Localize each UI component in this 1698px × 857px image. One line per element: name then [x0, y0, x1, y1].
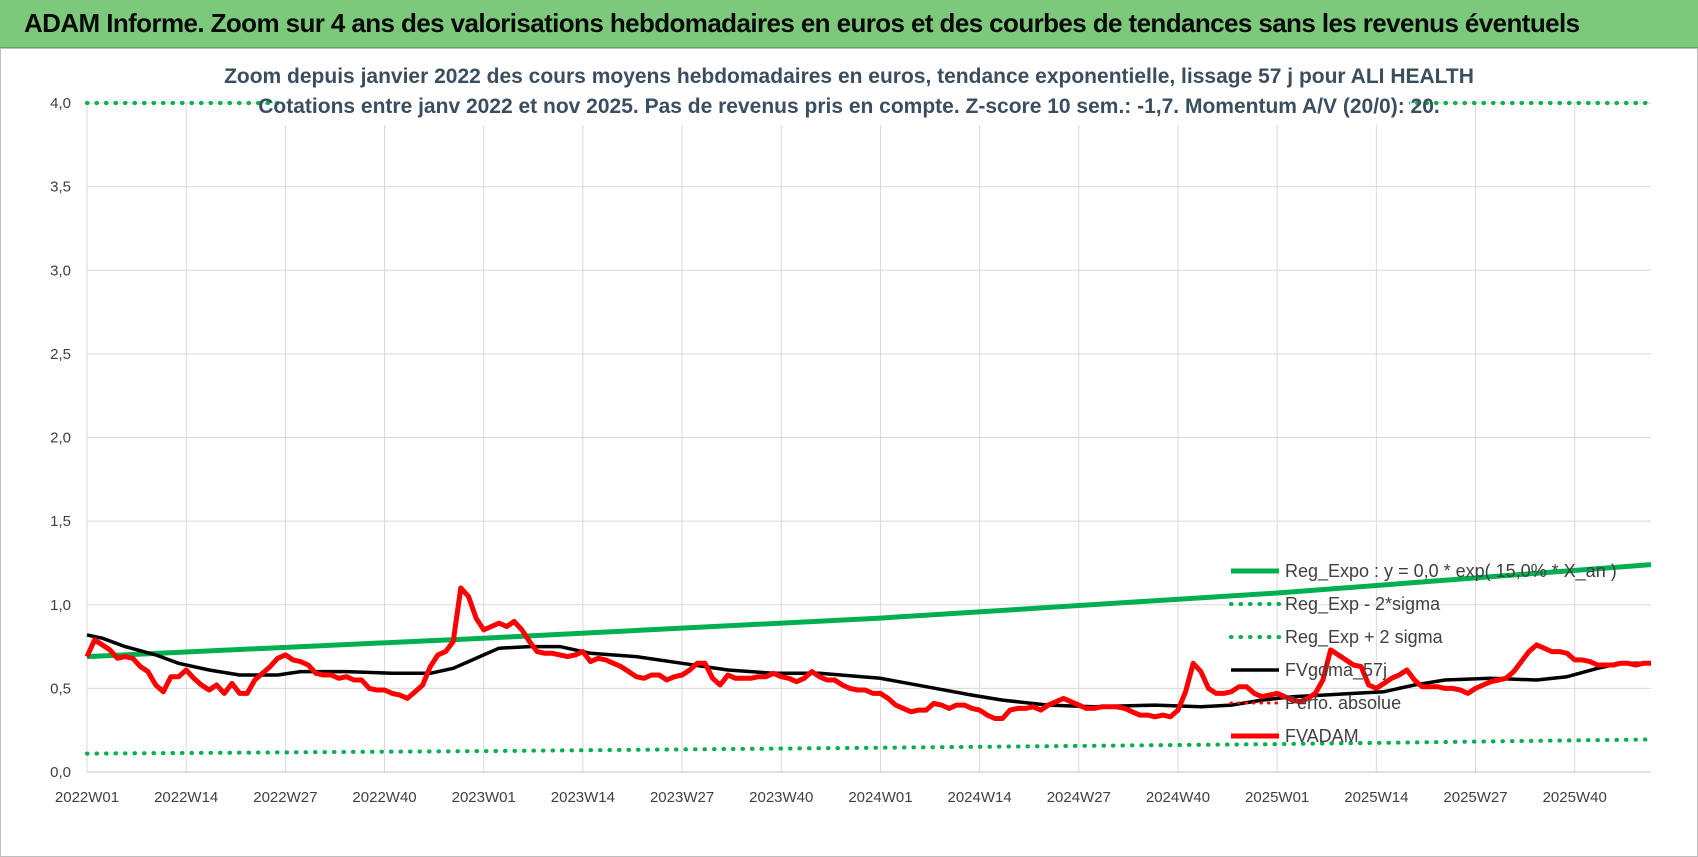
series-line-solid-green: [86, 562, 1652, 660]
legend-entry: Reg_Exp - 2*sigma: [1285, 594, 1441, 615]
x-tick-label: 2025W40: [1543, 789, 1607, 806]
y-tick-label: 1,5: [50, 513, 71, 530]
report-title: ADAM Informe. Zoom sur 4 ans des valoris…: [24, 8, 1580, 38]
x-tick-label: 2025W27: [1443, 789, 1507, 806]
x-tick-label: 2023W27: [650, 789, 714, 806]
x-tick-label: 2022W40: [352, 789, 416, 806]
x-tick-label: 2024W14: [948, 789, 1012, 806]
y-tick-label: 4,0: [50, 95, 71, 112]
y-tick-label: 3,5: [50, 179, 71, 196]
report-banner: ADAM Informe. Zoom sur 4 ans des valoris…: [0, 0, 1698, 48]
x-tick-label: 2023W14: [551, 789, 615, 806]
legend-entry: FVgdma_57j: [1285, 660, 1387, 681]
line-chart: 0,00,51,01,52,02,53,03,54,0 2022W01 2022W…: [50, 59, 1653, 806]
legend-entry: Reg_Expo : y = 0,0 * exp( 15,0% * X_an ): [1285, 561, 1617, 582]
grid-lines: [86, 102, 1651, 773]
x-tick-label: 2024W27: [1047, 789, 1111, 806]
y-tick-label: 0,5: [50, 680, 71, 697]
x-tick-label: 2025W01: [1245, 789, 1309, 806]
x-tick-label: 2024W01: [848, 789, 912, 806]
y-tick-label: 2,5: [50, 346, 71, 363]
title-background: [279, 59, 1409, 125]
legend-entry: FVADAM: [1285, 726, 1359, 746]
legend: Reg_Expo : y = 0,0 * exp( 15,0% * X_an )…: [1229, 561, 1617, 746]
series-line-solid-red: [84, 585, 1651, 721]
legend-entry: Perfo. absolue: [1285, 693, 1401, 713]
y-tick-label: 3,0: [50, 262, 71, 279]
y-axis-ticks: 0,0 0,5 1,0 1,5 2,0 2,5 3,0 3,5 4,0: [50, 95, 71, 781]
x-axis-ticks: 2022W01 2022W14 2022W27 2022W40 2023W01 2023W…: [55, 789, 1607, 806]
x-tick-label: 2024W40: [1146, 789, 1210, 806]
chart-subtitle-line: Cotations entre janv 2022 et nov 2025. P…: [258, 95, 1439, 118]
chart-title: Zoom depuis janvier 2022 des cours moyen…: [224, 59, 1474, 125]
x-tick-label: 2025W14: [1344, 789, 1408, 806]
x-tick-label: 2022W01: [55, 789, 119, 806]
x-tick-label: 2023W40: [749, 789, 813, 806]
x-tick-label: 2022W14: [154, 789, 218, 806]
y-tick-label: 1,0: [50, 597, 71, 614]
series-line-solid-black: [86, 633, 1651, 709]
x-tick-label: 2022W27: [253, 789, 317, 806]
y-tick-label: 2,0: [50, 430, 71, 447]
chart-subtitle-line: Zoom depuis janvier 2022 des cours moyen…: [224, 65, 1474, 88]
series-line-dotted-green: [85, 737, 1653, 756]
legend-entry: Reg_Exp + 2 sigma: [1285, 627, 1444, 648]
chart-area: 0,0 0,5 1,0 1,5 2,0 2,5 3,0 3,5 4,0 2022W01 2022W…: [0, 48, 1698, 857]
series-lines: [84, 101, 1653, 756]
y-tick-label: 0,0: [50, 764, 71, 781]
x-tick-label: 2023W01: [452, 789, 516, 806]
